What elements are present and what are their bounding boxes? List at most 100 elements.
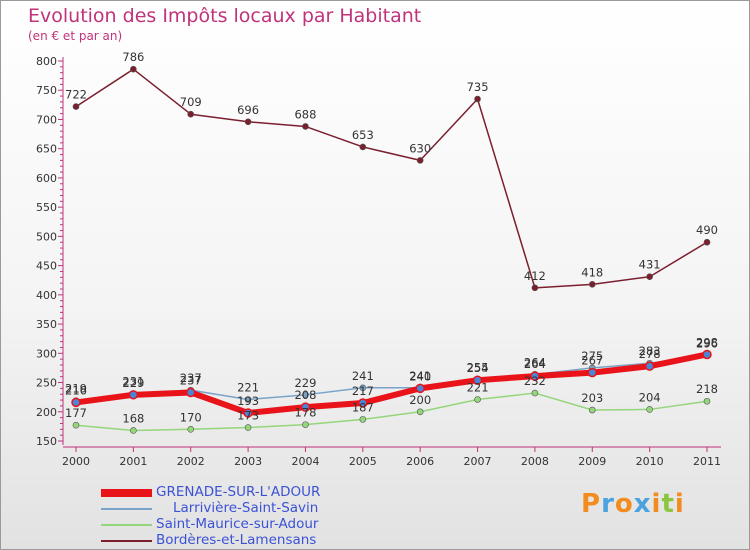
- data-point: [644, 361, 655, 371]
- data-label: 653: [352, 128, 374, 142]
- data-label: 237: [180, 371, 202, 385]
- data-point: [243, 408, 253, 418]
- legend-label: Larrivière-Saint-Savin: [173, 500, 319, 516]
- series-line-grenade-sur-l-adour: [73, 351, 710, 416]
- data-point: [185, 387, 196, 398]
- data-label: 241: [352, 369, 374, 383]
- data-point: [588, 281, 596, 288]
- data-label: 193: [237, 394, 259, 408]
- data-point: [244, 118, 252, 126]
- chart-subtitle: (en € et par an): [28, 29, 123, 43]
- data-point: [71, 397, 81, 408]
- data-label: 168: [122, 411, 144, 425]
- data-label: 229: [294, 376, 316, 390]
- legend-label: Saint-Maurice-sur-Adour: [156, 516, 319, 532]
- y-tick-label: 700: [36, 113, 57, 126]
- data-label: 200: [409, 393, 431, 407]
- axes: 150 200 250 300 350 400 450 500 550 600 650 700 750 8…: [36, 55, 721, 468]
- logo-letter: t: [661, 489, 675, 519]
- data-label: 221: [467, 380, 489, 394]
- data-label: 216: [65, 383, 87, 397]
- x-tick-label: 2005: [349, 455, 377, 468]
- data-label: 232: [524, 374, 546, 388]
- data-point: [359, 143, 367, 151]
- data-label: 177: [65, 406, 87, 420]
- data-point: [130, 65, 137, 73]
- data-point: [416, 157, 424, 164]
- x-tick-label: 2006: [406, 455, 434, 468]
- y-tick-label: 650: [36, 143, 57, 156]
- x-tick-label: 2000: [62, 455, 90, 468]
- data-point: [531, 284, 539, 292]
- data-label: 431: [639, 258, 661, 272]
- data-label: 241: [409, 369, 431, 383]
- data-point: [72, 421, 80, 429]
- data-label: 170: [180, 410, 202, 424]
- data-point: [531, 389, 539, 397]
- y-tick-label: 250: [36, 377, 57, 390]
- data-point: [187, 110, 195, 118]
- data-point: [359, 384, 367, 392]
- data-label: 264: [524, 355, 546, 369]
- data-label: 735: [467, 80, 489, 94]
- data-label: 229: [122, 376, 144, 390]
- data-label: 490: [696, 223, 718, 237]
- legend-swatch: [101, 508, 152, 510]
- chart-title: Evolution des Impôts locaux par Habitant: [28, 5, 422, 27]
- x-tick-label: 2008: [521, 455, 549, 468]
- data-label: 173: [237, 409, 259, 423]
- y-tick-label: 550: [36, 201, 57, 214]
- data-label: 221: [237, 380, 259, 394]
- x-tick-label: 2003: [234, 455, 262, 468]
- data-label: 218: [696, 382, 718, 396]
- logo-letter: o: [614, 489, 634, 519]
- data-point: [703, 397, 711, 405]
- legend-label: Bordères-et-Lamensans: [156, 532, 317, 548]
- data-point: [359, 416, 367, 423]
- data-label: 255: [467, 361, 489, 375]
- data-label: 722: [65, 88, 87, 102]
- data-label: 278: [639, 347, 661, 361]
- x-tick-label: 2007: [464, 455, 492, 468]
- y-tick-label: 150: [36, 435, 57, 448]
- data-label: 237: [180, 373, 202, 387]
- y-tick-label: 350: [36, 318, 57, 331]
- x-tick-label: 2010: [636, 455, 664, 468]
- logo-letter: i: [674, 489, 685, 519]
- y-tick-label: 500: [36, 230, 57, 243]
- data-point: [302, 421, 309, 428]
- data-label: 709: [180, 95, 202, 109]
- data-label: 208: [294, 388, 316, 402]
- legend-swatch: [101, 489, 152, 497]
- data-point: [302, 123, 309, 130]
- y-tick-label: 800: [36, 55, 57, 68]
- data-label: 630: [409, 141, 431, 155]
- data-point: [128, 390, 139, 400]
- data-point: [703, 238, 711, 246]
- data-point: [702, 349, 712, 360]
- data-label: 275: [581, 349, 603, 363]
- data-label: 203: [581, 391, 603, 405]
- series-line-bord-res-et-lamensans: [75, 68, 708, 289]
- data-label: 412: [524, 269, 546, 283]
- data-point: [300, 402, 311, 412]
- data-point: [244, 396, 252, 403]
- logo-letter: i: [651, 489, 662, 519]
- legend-label: GRENADE-SUR-L'ADOUR: [156, 484, 321, 500]
- data-label: 217: [352, 384, 374, 398]
- y-tick-label: 750: [36, 84, 57, 97]
- y-tick-label: 600: [36, 172, 57, 185]
- y-tick-label: 400: [36, 289, 57, 302]
- x-tick-label: 2011: [693, 455, 721, 468]
- data-labels-layer: 722 786 709 696 688 653 630 735 412 418 431 490 177 1…: [65, 50, 718, 425]
- y-tick-label: 300: [36, 347, 57, 360]
- data-label: 219: [65, 382, 87, 396]
- x-tick-label: 2004: [291, 455, 319, 468]
- series-line-saint-maurice-sur-adour: [75, 392, 708, 432]
- data-point: [130, 427, 137, 434]
- data-label: 688: [294, 107, 316, 121]
- data-label: 204: [639, 390, 661, 404]
- y-tick-label: 450: [36, 260, 57, 273]
